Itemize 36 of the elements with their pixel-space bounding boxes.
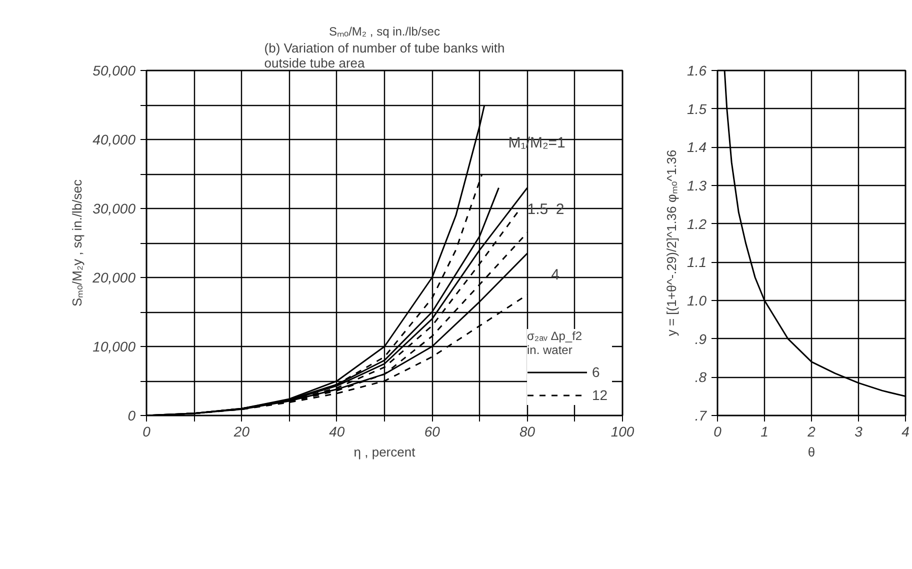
x-tick-label: 0 xyxy=(714,424,722,440)
y-tick-label: 1.1 xyxy=(687,254,707,270)
y-axis-title: Sₘₒ/M₂y , sq in./lb/sec xyxy=(70,178,85,307)
y-tick-label: 1.3 xyxy=(687,178,707,194)
y-tick-label: 20,000 xyxy=(92,270,136,286)
y-tick-label: 1.5 xyxy=(687,100,707,117)
y-tick-label: 1.2 xyxy=(687,216,707,232)
x-tick-label: 0 xyxy=(142,424,151,440)
y-tick-label: 40,000 xyxy=(92,132,136,148)
x-tick-label: 4 xyxy=(902,424,910,440)
y-tick-label: .9 xyxy=(694,330,707,347)
y-tick-label: 30,000 xyxy=(92,200,136,216)
x-tick-label: 40 xyxy=(329,424,345,440)
x-tick-label: 3 xyxy=(854,424,863,440)
y-axis-title: y = [(1+θ^-.29)/2]^1.36 φₘₒ^1.36 xyxy=(664,150,680,336)
text: Sₘₒ/M₂ , sq in./lb/sec xyxy=(329,24,440,38)
legend-label: 6 xyxy=(592,364,601,380)
x-tick-label: 100 xyxy=(610,424,634,440)
legend-label: 12 xyxy=(592,387,609,403)
y-tick-label: 0 xyxy=(128,408,136,424)
y-tick-label: 1.6 xyxy=(687,62,707,78)
x-tick-label: 1 xyxy=(760,424,768,440)
y-tick-label: .8 xyxy=(694,369,707,386)
legend-title: σ₂ₐᵥ Δp_f2 in. water xyxy=(527,329,584,357)
y-tick-label: 50,000 xyxy=(92,62,136,78)
y-tick-label: 1.4 xyxy=(687,139,707,156)
x-tick-label: 20 xyxy=(232,424,250,440)
chart-title: (b) Variation of number of tube banks with outside tube area xyxy=(264,40,505,70)
y-tick-label: 1.0 xyxy=(687,292,707,308)
x-tick-label: 60 xyxy=(424,424,440,440)
x-axis-title: η , percent xyxy=(354,444,416,460)
x-tick-label: 80 xyxy=(520,424,536,440)
x-tick-label: 2 xyxy=(806,424,816,440)
x-axis-title: θ xyxy=(808,444,816,460)
y-tick-label: .7 xyxy=(694,408,708,424)
y-tick-label: 10,000 xyxy=(92,338,136,354)
